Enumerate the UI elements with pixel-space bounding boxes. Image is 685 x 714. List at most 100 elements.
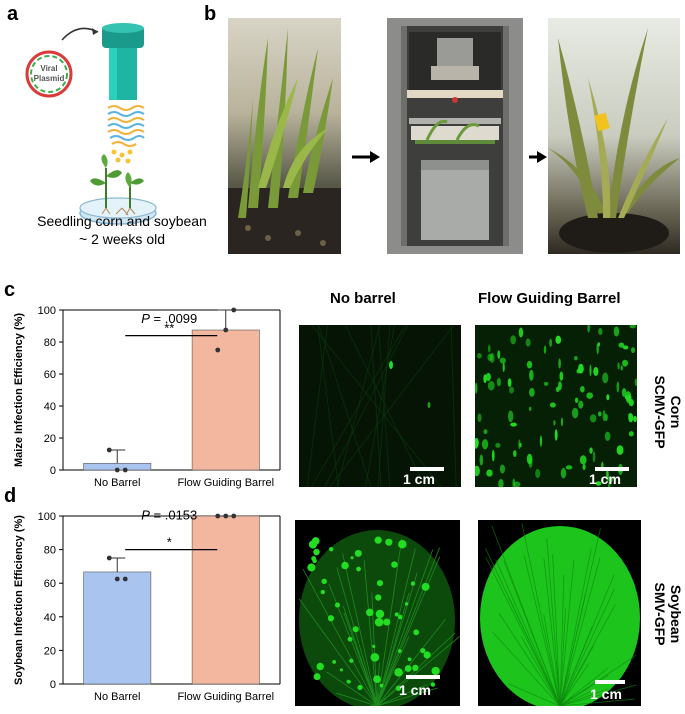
vein [546, 538, 561, 706]
gfp-spot [543, 381, 549, 386]
gfp-spot [604, 431, 611, 442]
gfp-spot [397, 649, 402, 653]
vein [559, 688, 609, 706]
vein [559, 689, 595, 706]
gfp-spot [394, 612, 399, 617]
vein [311, 325, 442, 487]
vein [491, 525, 561, 706]
gfp-spot [370, 652, 380, 662]
gfp-spot [606, 394, 610, 401]
plasmid-label-line2: Plasmid [34, 74, 65, 83]
panel-a-caption: Seedling corn and soybean ~ 2 weeks old [22, 212, 222, 248]
gfp-spot [383, 618, 391, 626]
vein [317, 325, 340, 487]
gfp-spot [404, 602, 409, 606]
vein [376, 635, 460, 706]
gfp-spot [618, 342, 625, 348]
gfp-spot [558, 381, 562, 391]
gfp-spot [321, 578, 327, 585]
gfp-spot [486, 469, 493, 477]
vein [543, 614, 561, 706]
vein [559, 698, 635, 706]
gfp-spot [519, 443, 522, 448]
row-label-soybean-line1: Soybean [668, 584, 684, 644]
micrograph-corn-flow-barrel: 1 cm [475, 325, 637, 487]
gfp-spot [398, 539, 407, 549]
y-tick-label: 20 [44, 433, 56, 445]
y-tick-label: 40 [44, 401, 56, 413]
gfp-spot [413, 629, 420, 636]
gfp-spot [394, 668, 403, 677]
data-point [122, 576, 128, 582]
row-label-corn-line1: Corn [668, 395, 684, 429]
gfp-spot [487, 381, 495, 391]
gfp-spot [626, 395, 631, 404]
gfp-spot [329, 547, 334, 552]
row-label-corn-line2: SCMV-GFP [652, 375, 668, 449]
gfp-spot [430, 682, 436, 687]
vein [523, 554, 561, 706]
arrow-right-icon [529, 150, 547, 169]
x-tick-label: No Barrel [94, 477, 140, 489]
scale-bar [595, 467, 629, 471]
seedling-plants-icon [90, 154, 144, 216]
gfp-spot [502, 362, 505, 373]
vein [485, 556, 561, 706]
gfp-spot [374, 536, 382, 544]
vein [306, 325, 329, 487]
y-tick-label: 60 [44, 578, 56, 590]
vein [507, 683, 561, 706]
vein [342, 605, 378, 706]
gfp-spot [497, 350, 501, 359]
gfp-spot [308, 540, 318, 549]
gfp-spot [479, 454, 484, 466]
y-tick-label: 100 [38, 305, 56, 317]
gfp-spot [477, 353, 482, 359]
gfp-spot [313, 673, 321, 681]
gfp-spot [629, 325, 636, 329]
gfp-spot [554, 429, 558, 441]
gfp-spot [498, 479, 504, 487]
plasmid-icon [25, 50, 73, 98]
data-point [114, 467, 120, 473]
photo-spray-device [387, 18, 523, 254]
gfp-spot [513, 481, 521, 487]
gfp-spot [420, 647, 426, 654]
vein [324, 325, 409, 487]
y-tick-label: 40 [44, 612, 56, 624]
gfp-spot [357, 684, 363, 691]
gfp-spot [602, 410, 606, 422]
gfp-spot [633, 415, 637, 423]
scale-bar [410, 467, 444, 471]
gfp-spot [410, 581, 416, 586]
p-symbol: P [141, 507, 150, 522]
y-tick-label: 60 [44, 369, 56, 381]
gfp-spot [628, 413, 634, 423]
vein [543, 558, 561, 706]
p-value-label: P = .0153 [141, 507, 197, 522]
gfp-spot [391, 561, 398, 568]
micrograph-soybean-no-barrel: 1 cm [295, 520, 460, 706]
gfp-spot [385, 538, 393, 546]
micrograph-corn-no-barrel: 1 cm [299, 325, 461, 487]
gfp-spot [543, 345, 547, 354]
x-tick-label: Flow Guiding Barrel [177, 477, 274, 489]
photo-seedlings-before [228, 18, 341, 254]
y-tick-label: 80 [44, 337, 56, 349]
vein [495, 559, 561, 706]
gfp-spot [354, 549, 362, 557]
significance-stars: ** [164, 321, 174, 336]
gfp-spot [485, 372, 491, 382]
gfp-spot [579, 455, 587, 465]
gfp-spot [332, 660, 337, 664]
p-value: = .0099 [150, 311, 197, 326]
gfp-spot [512, 478, 516, 487]
gfp-spot [553, 420, 556, 426]
gfp-spot [487, 353, 493, 362]
gfp-spot [526, 453, 533, 465]
gfp-spot [558, 358, 561, 369]
gfp-spot [334, 602, 340, 608]
vein [521, 523, 561, 706]
vein [376, 549, 434, 706]
vein [376, 687, 438, 706]
